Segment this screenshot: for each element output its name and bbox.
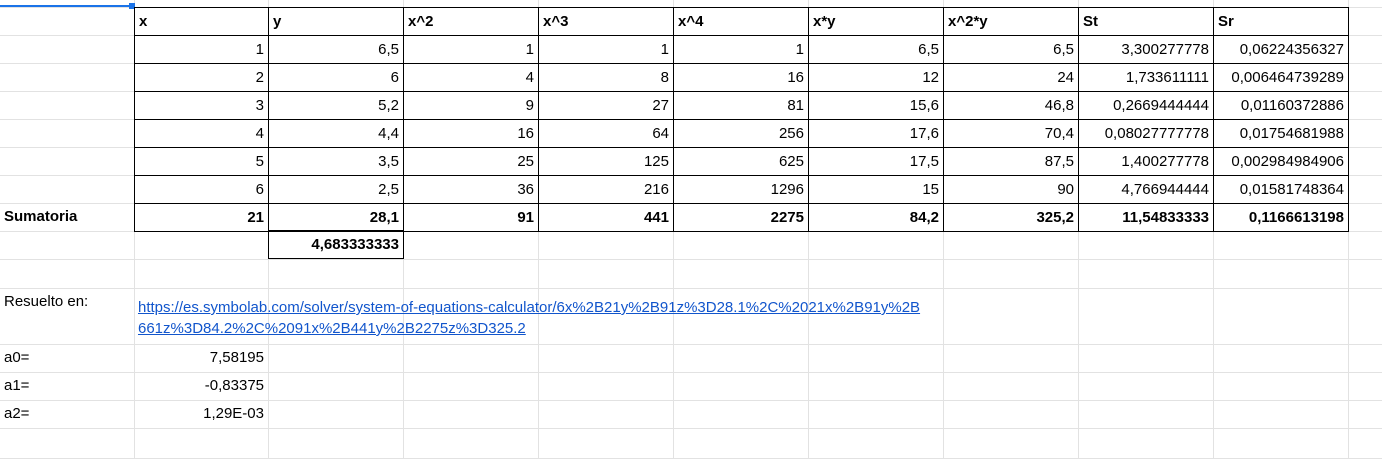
coefficient-value[interactable]: -0,83375 <box>204 377 264 394</box>
sum-cell[interactable]: 21 <box>134 203 269 232</box>
coefficient-label[interactable]: a1= <box>4 377 30 394</box>
gridline-horizontal <box>0 400 1382 401</box>
table-cell[interactable]: 24 <box>943 63 1079 92</box>
table-cell[interactable]: 3,300277778 <box>1078 35 1214 64</box>
table-cell[interactable]: 8 <box>538 63 674 92</box>
sum-cell[interactable]: 91 <box>403 203 539 232</box>
table-cell[interactable]: 87,5 <box>943 147 1079 176</box>
table-cell[interactable]: 6 <box>134 175 269 204</box>
header-cell-7[interactable]: St <box>1078 7 1214 36</box>
coefficient-label[interactable]: a0= <box>4 349 30 366</box>
sum-cell[interactable]: 325,2 <box>943 203 1079 232</box>
table-cell[interactable]: 15 <box>808 175 944 204</box>
table-cell[interactable]: 2 <box>134 63 269 92</box>
sum-cell[interactable]: 84,2 <box>808 203 944 232</box>
header-cell-1[interactable]: y <box>268 7 404 36</box>
table-cell[interactable]: 46,8 <box>943 91 1079 120</box>
header-cell-0[interactable]: x <box>134 7 269 36</box>
gridline-horizontal <box>0 372 1382 373</box>
table-cell[interactable]: 0,08027777778 <box>1078 119 1214 148</box>
table-cell[interactable]: 12 <box>808 63 944 92</box>
table-cell[interactable]: 625 <box>673 147 809 176</box>
table-cell[interactable]: 4,766944444 <box>1078 175 1214 204</box>
mean-y-cell[interactable]: 4,683333333 <box>268 230 404 259</box>
coefficient-label[interactable]: a2= <box>4 405 30 422</box>
table-cell[interactable]: 36 <box>403 175 539 204</box>
sum-label[interactable]: Sumatoria <box>4 208 78 225</box>
selection-handle[interactable] <box>129 3 135 9</box>
table-cell[interactable]: 25 <box>403 147 539 176</box>
table-cell[interactable]: 3,5 <box>268 147 404 176</box>
table-cell[interactable]: 70,4 <box>943 119 1079 148</box>
table-cell[interactable]: 17,5 <box>808 147 944 176</box>
header-cell-2[interactable]: x^2 <box>403 7 539 36</box>
table-cell[interactable]: 3 <box>134 91 269 120</box>
table-cell[interactable]: 1 <box>403 35 539 64</box>
table-cell[interactable]: 5 <box>134 147 269 176</box>
solver-link-line2[interactable]: 661z%3D84.2%2C%2091x%2B441y%2B2275z%3D32… <box>138 320 526 337</box>
table-cell[interactable]: 15,6 <box>808 91 944 120</box>
table-cell[interactable]: 0,006464739289 <box>1213 63 1349 92</box>
header-cell-4[interactable]: x^4 <box>673 7 809 36</box>
solver-link[interactable]: https://es.symbolab.com/solver/system-of… <box>134 297 1074 341</box>
table-cell[interactable]: 1,400277778 <box>1078 147 1214 176</box>
table-cell[interactable]: 1296 <box>673 175 809 204</box>
table-cell[interactable]: 1,733611111 <box>1078 63 1214 92</box>
coefficient-value[interactable]: 1,29E-03 <box>203 405 264 422</box>
table-cell[interactable]: 125 <box>538 147 674 176</box>
table-cell[interactable]: 16 <box>403 119 539 148</box>
table-cell[interactable]: 0,06224356327 <box>1213 35 1349 64</box>
table-cell[interactable]: 4 <box>134 119 269 148</box>
table-cell[interactable]: 256 <box>673 119 809 148</box>
table-cell[interactable]: 9 <box>403 91 539 120</box>
selection-indicator <box>0 5 131 7</box>
table-cell[interactable]: 81 <box>673 91 809 120</box>
table-cell[interactable]: 17,6 <box>808 119 944 148</box>
gridline-horizontal <box>0 259 1382 260</box>
table-cell[interactable]: 6,5 <box>943 35 1079 64</box>
table-cell[interactable]: 27 <box>538 91 674 120</box>
coefficient-value[interactable]: 7,58195 <box>209 349 264 366</box>
sum-cell[interactable]: 441 <box>538 203 674 232</box>
header-cell-6[interactable]: x^2*y <box>943 7 1079 36</box>
table-cell[interactable]: 2,5 <box>268 175 404 204</box>
header-cell-8[interactable]: Sr <box>1213 7 1349 36</box>
resolved-label[interactable]: Resuelto en: <box>4 293 89 310</box>
table-cell[interactable]: 4 <box>403 63 539 92</box>
gridline-horizontal <box>0 428 1382 429</box>
table-cell[interactable]: 1 <box>134 35 269 64</box>
table-cell[interactable]: 6 <box>268 63 404 92</box>
table-cell[interactable]: 216 <box>538 175 674 204</box>
table-cell[interactable]: 0,002984984906 <box>1213 147 1349 176</box>
table-cell[interactable]: 4,4 <box>268 119 404 148</box>
gridline-horizontal <box>0 288 1382 289</box>
gridline-horizontal <box>0 344 1382 345</box>
table-cell[interactable]: 5,2 <box>268 91 404 120</box>
header-cell-5[interactable]: x*y <box>808 7 944 36</box>
table-cell[interactable]: 6,5 <box>268 35 404 64</box>
table-cell[interactable]: 0,01160372886 <box>1213 91 1349 120</box>
table-cell[interactable]: 90 <box>943 175 1079 204</box>
table-cell[interactable]: 0,01581748364 <box>1213 175 1349 204</box>
table-cell[interactable]: 1 <box>538 35 674 64</box>
table-cell[interactable]: 0,01754681988 <box>1213 119 1349 148</box>
header-cell-3[interactable]: x^3 <box>538 7 674 36</box>
sum-cell[interactable]: 11,54833333 <box>1078 203 1214 232</box>
solver-link-line1[interactable]: https://es.symbolab.com/solver/system-of… <box>138 299 921 316</box>
table-cell[interactable]: 64 <box>538 119 674 148</box>
table-cell[interactable]: 6,5 <box>808 35 944 64</box>
table-cell[interactable]: 16 <box>673 63 809 92</box>
table-cell[interactable]: 0,2669444444 <box>1078 91 1214 120</box>
sum-cell[interactable]: 2275 <box>673 203 809 232</box>
table-cell[interactable]: 1 <box>673 35 809 64</box>
sum-cell[interactable]: 28,1 <box>268 203 404 232</box>
sum-cell[interactable]: 0,1166613198 <box>1213 203 1349 232</box>
